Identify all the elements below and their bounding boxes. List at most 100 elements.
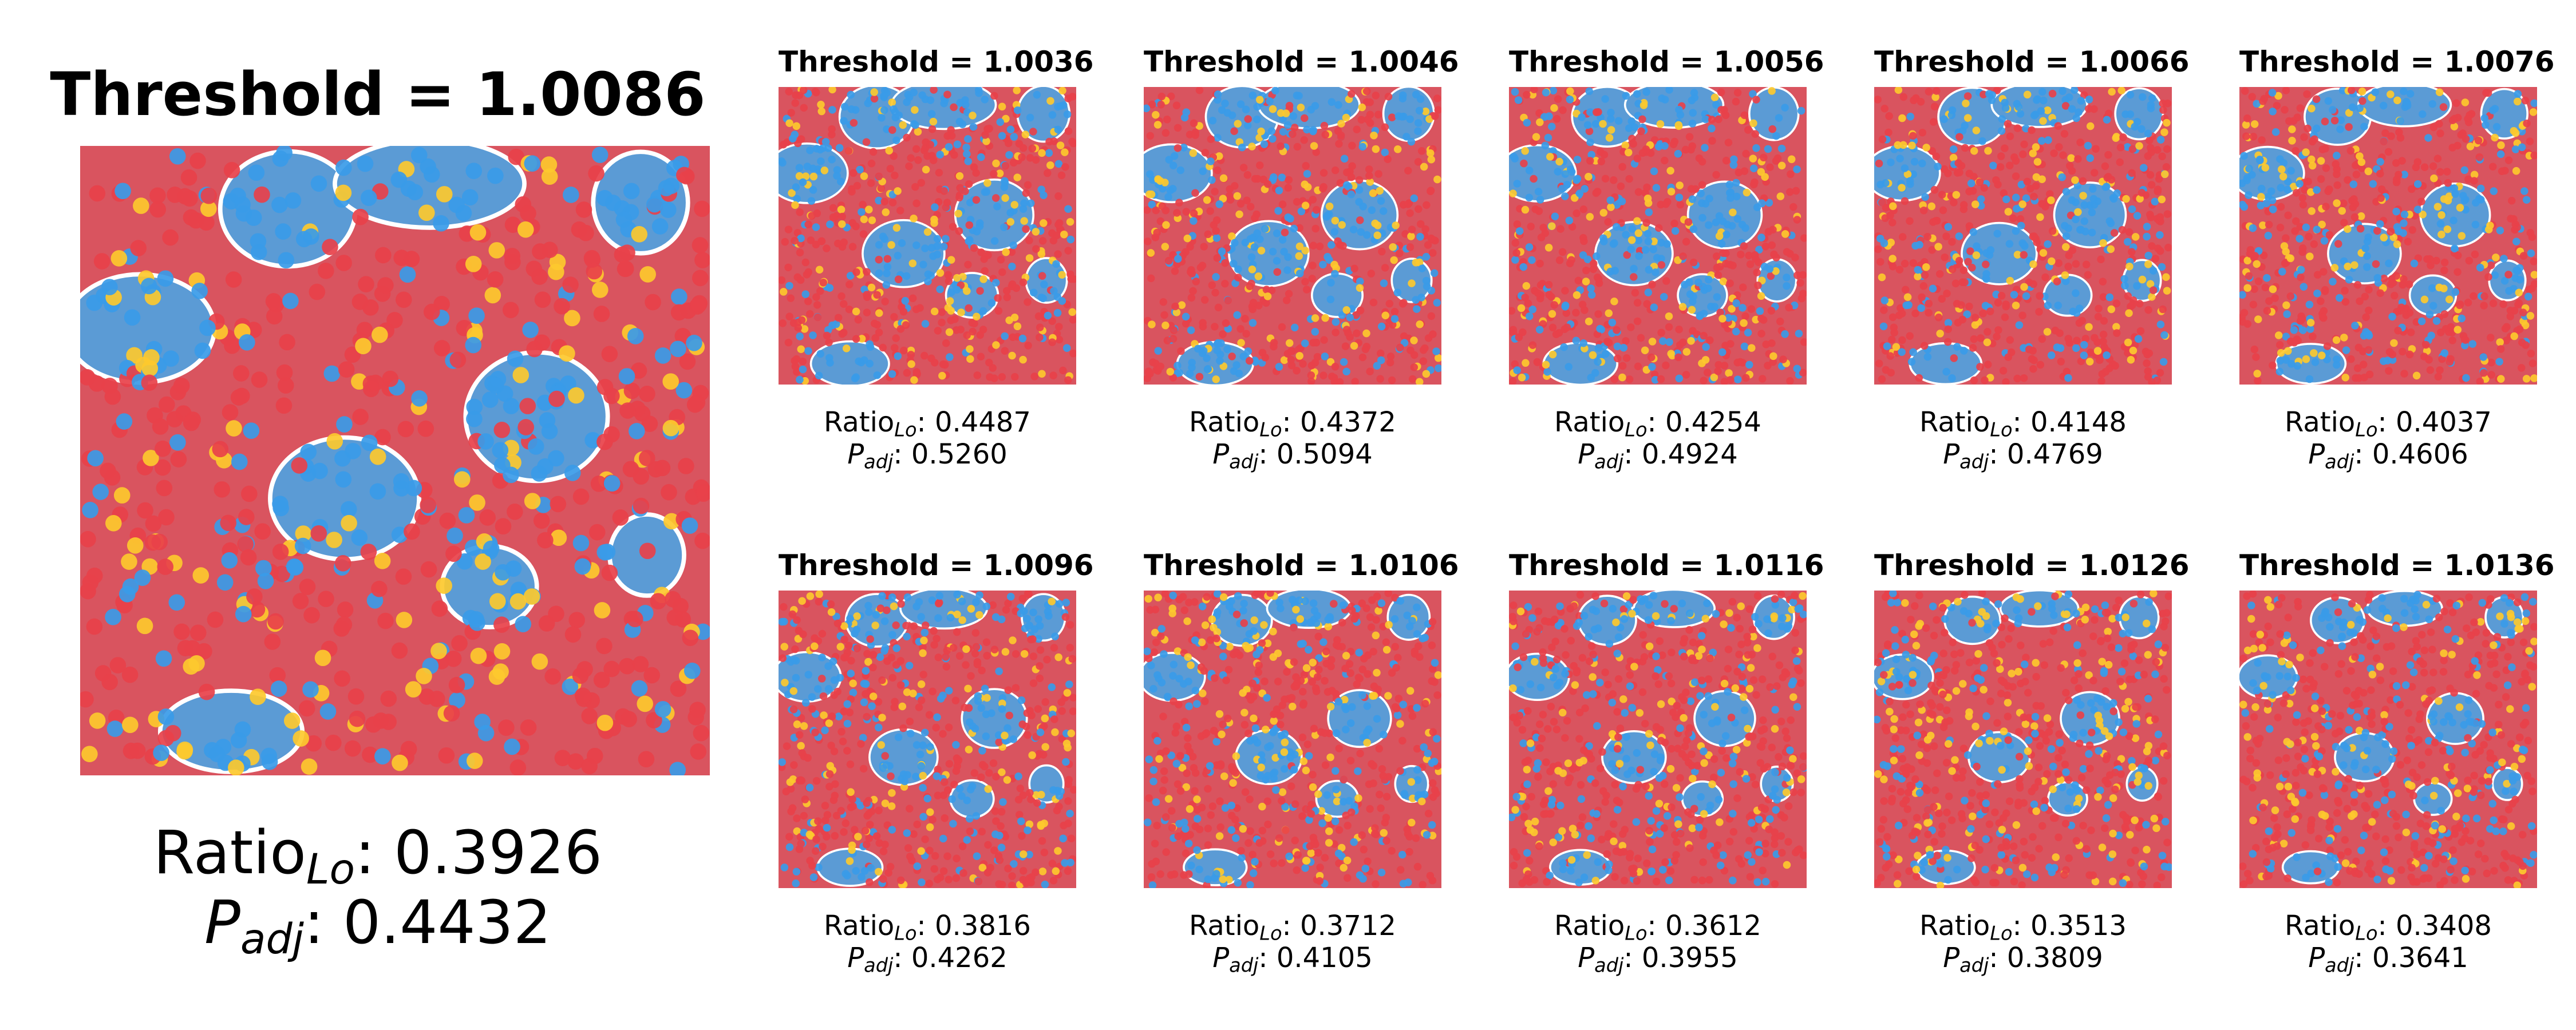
cell-point <box>800 104 808 112</box>
cell-point <box>2305 232 2313 241</box>
cell-point <box>448 676 465 694</box>
cell-point <box>952 740 960 749</box>
cell-point <box>2090 201 2099 209</box>
cell-point <box>639 542 656 560</box>
cell-point <box>2353 364 2362 373</box>
cell-point <box>619 657 635 675</box>
cell-point <box>1287 355 1295 364</box>
cell-point <box>2023 177 2032 186</box>
cell-point <box>2321 117 2329 126</box>
cell-point <box>2138 275 2147 284</box>
cell-point <box>2127 355 2135 364</box>
cell-point <box>239 334 255 351</box>
cell-point <box>864 99 872 108</box>
cell-point <box>1342 113 1350 122</box>
cell-point <box>862 841 871 849</box>
cell-point <box>2434 373 2443 381</box>
cell-point <box>837 728 846 736</box>
cell-point <box>2057 358 2065 366</box>
cell-point <box>1433 175 1441 184</box>
cell-point <box>2002 195 2010 204</box>
cell-point <box>823 823 831 832</box>
cell-point <box>933 713 941 722</box>
cell-point <box>1751 130 1759 138</box>
cell-point <box>2082 260 2091 269</box>
cell-point <box>1608 318 1617 327</box>
cell-point <box>2497 141 2505 149</box>
cell-point <box>779 288 788 296</box>
cell-point <box>1915 374 1923 382</box>
cell-point <box>2072 289 2080 298</box>
cell-point <box>533 512 550 529</box>
cell-point <box>2071 176 2079 184</box>
cell-point <box>157 708 175 725</box>
cell-point <box>349 710 366 727</box>
cell-point <box>1908 141 1916 150</box>
cell-point <box>1647 353 1656 362</box>
cell-point <box>823 811 832 819</box>
cell-point <box>692 385 709 402</box>
cell-point <box>2020 283 2028 291</box>
panel-ratio-label: RatioLo: 0.4372 <box>1189 406 1396 441</box>
cell-point <box>2356 104 2364 112</box>
cell-point <box>899 724 907 732</box>
cell-point <box>1001 347 1009 355</box>
cell-point <box>1208 281 1216 290</box>
cell-point <box>338 361 355 378</box>
cell-point <box>1195 87 1204 94</box>
cell-point <box>995 169 1004 177</box>
cell-point <box>686 335 702 351</box>
cell-point <box>541 168 558 185</box>
cell-point <box>1887 369 1895 377</box>
cell-point <box>1513 180 1522 188</box>
cell-point <box>1934 314 1943 322</box>
cell-point <box>1175 369 1183 377</box>
cell-point <box>2510 332 2518 340</box>
cell-point <box>813 301 821 309</box>
cell-point <box>2451 190 2459 198</box>
cell-point <box>1058 297 1066 305</box>
cell-point <box>2336 125 2344 133</box>
cell-point <box>2519 308 2527 316</box>
cell-point <box>817 107 826 116</box>
cell-point <box>251 371 268 388</box>
cell-point <box>1929 118 1938 126</box>
cell-point <box>2044 302 2052 310</box>
cell-point <box>2372 260 2380 268</box>
cell-point <box>1610 298 1618 306</box>
cell-point <box>929 252 937 260</box>
cell-point <box>1726 376 1735 384</box>
cell-point <box>1633 90 1641 98</box>
cell-point <box>1056 600 1064 608</box>
cell-point <box>283 712 301 729</box>
cell-point <box>1166 367 1175 376</box>
cell-point <box>2286 292 2295 300</box>
cell-point <box>1356 284 1364 292</box>
cell-point <box>1921 271 1929 279</box>
cell-point <box>574 558 591 575</box>
cell-point <box>953 754 961 762</box>
cell-point <box>2269 361 2277 370</box>
cell-point <box>1013 173 1022 181</box>
cell-point <box>1353 125 1361 134</box>
cell-point <box>846 615 854 623</box>
cell-point <box>930 307 939 315</box>
cell-point <box>1410 363 1419 371</box>
cell-point <box>375 247 392 264</box>
cell-point <box>2000 189 2008 197</box>
cell-point <box>2443 168 2451 176</box>
cell-point <box>1606 196 1615 204</box>
cell-point <box>1739 304 1747 312</box>
ratio-value: 0.4037 <box>2395 406 2492 438</box>
cell-point <box>226 420 242 437</box>
cell-point <box>224 337 240 354</box>
cell-point <box>947 307 955 315</box>
cell-point <box>1961 144 1969 152</box>
cell-point <box>1279 128 1287 136</box>
threshold-panel: Threshold = 1.0036 RatioLo: 0.4487 Padj: 0… <box>779 40 1094 498</box>
cell-point <box>1350 342 1358 350</box>
cell-point <box>189 624 207 641</box>
cell-point <box>548 450 564 467</box>
cell-point <box>1340 358 1348 366</box>
cell-point <box>670 304 688 321</box>
